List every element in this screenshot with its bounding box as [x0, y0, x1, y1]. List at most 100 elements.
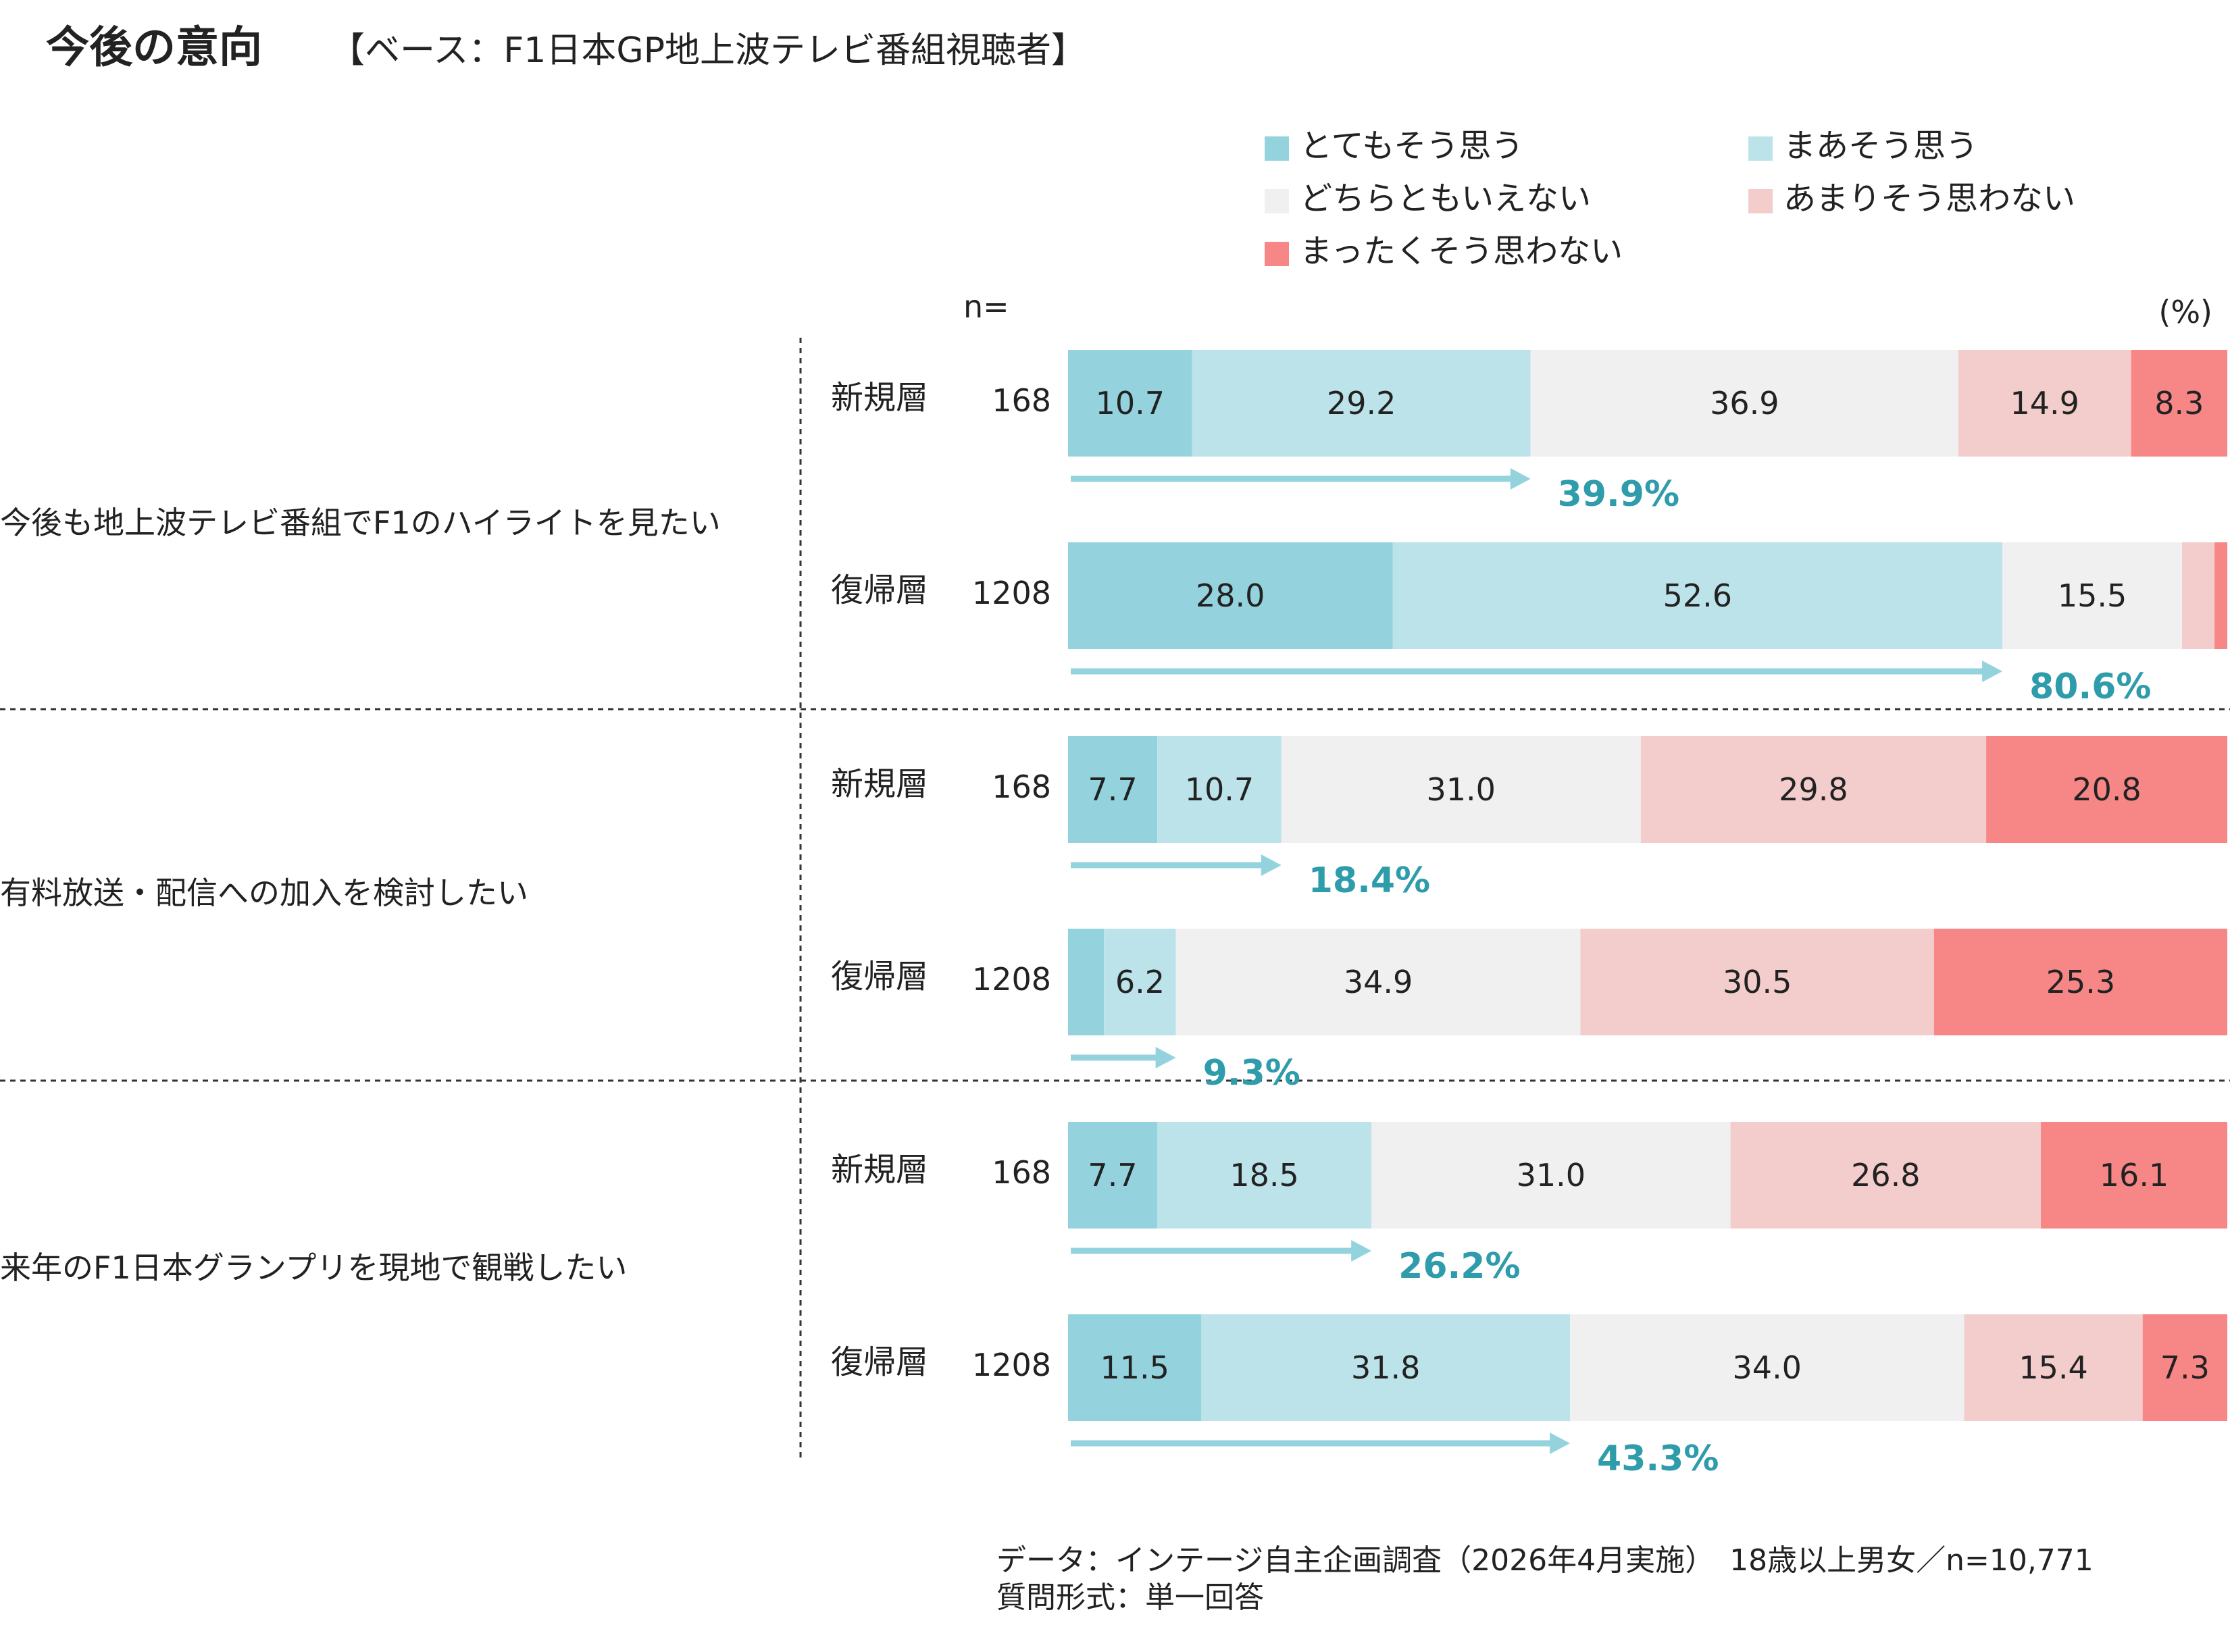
legend-swatch-somewhat-disagree	[1748, 189, 1773, 213]
data-label-neutral: 15.5	[2058, 577, 2127, 614]
segment-label: 復帰層	[831, 958, 928, 996]
data-label-neutral: 34.0	[1733, 1349, 1802, 1386]
bar-segment-strongly-agree	[1068, 1314, 1202, 1421]
chart-title: 今後の意向	[46, 23, 262, 73]
data-label-neutral: 31.0	[1517, 1157, 1586, 1193]
segment-label: 新規層	[831, 1151, 928, 1189]
data-label-somewhat-agree: 18.5	[1230, 1157, 1298, 1193]
legend-label-strongly-agree: とてもそう思う	[1300, 127, 1523, 165]
data-label-somewhat-agree: 10.7	[1185, 771, 1254, 808]
segment-label: 新規層	[831, 379, 928, 417]
data-label-somewhat-agree: 29.2	[1327, 385, 1396, 421]
cumulative-arrow-head	[1510, 468, 1531, 490]
bar-segment-somewhat-disagree	[1640, 736, 1987, 843]
cumulative-arrow-head	[1550, 1432, 1571, 1454]
bar-segment-neutral	[2002, 542, 2183, 649]
bar-segment-somewhat-disagree	[1964, 1314, 2143, 1421]
data-label-strongly-agree: 28.0	[1196, 577, 1265, 614]
data-label-somewhat-disagree: 30.5	[1723, 964, 1792, 1000]
legend-label-strongly-disagree: まったくそう思わない	[1300, 232, 1623, 270]
bars-layer: 新規層 168 10.7 29.2 36.9 14.9 8.3 39.9% 復帰層 1208 28.…	[831, 350, 2227, 1479]
bar-segment-neutral	[1175, 929, 1581, 1035]
data-label-somewhat-agree: 52.6	[1663, 577, 1732, 614]
footnote-line-2: 質問形式：単一回答	[996, 1580, 1264, 1615]
cumulative-top2-label: 9.3%	[1203, 1053, 1300, 1093]
group-label-paid-subscription: 有料放送・配信への加入を検討したい	[0, 875, 528, 911]
bar-segment-strongly-agree	[1068, 736, 1158, 843]
bar-segment-strongly-disagree	[1986, 736, 2227, 843]
cumulative-top2-label: 43.3%	[1597, 1439, 1719, 1479]
data-label-somewhat-disagree: 14.9	[2010, 385, 2079, 421]
data-label-strongly-disagree: 8.3	[2154, 385, 2204, 421]
legend-label-somewhat-agree: まあそう思う	[1783, 127, 1978, 165]
bar-segment-somewhat-agree	[1201, 1314, 1571, 1421]
n-header: n=	[963, 288, 1009, 325]
data-label-strongly-disagree: 25.3	[2046, 964, 2115, 1000]
cumulative-arrow-head	[1351, 1240, 1372, 1262]
data-label-strongly-disagree: 16.1	[2100, 1157, 2169, 1193]
bar-segment-strongly-disagree	[1933, 929, 2227, 1035]
bar-segment-somewhat-agree	[1157, 736, 1282, 843]
data-label-somewhat-disagree: 29.8	[1779, 771, 1848, 808]
bar-segment-somewhat-agree	[1192, 350, 1531, 457]
data-label-somewhat-agree: 6.2	[1115, 964, 1165, 1000]
data-label-strongly-disagree: 7.3	[2160, 1349, 2210, 1386]
data-label-strongly-disagree: 20.8	[2072, 771, 2141, 808]
bar-segment-strongly-agree	[1068, 1122, 1157, 1229]
bar-segment-somewhat-disagree	[1730, 1122, 2041, 1229]
data-label-somewhat-disagree: 15.4	[2019, 1349, 2087, 1386]
legend-swatch-somewhat-agree	[1748, 136, 1773, 161]
data-label-somewhat-disagree: 26.8	[1851, 1157, 1920, 1193]
cumulative-top2-label: 26.2%	[1398, 1246, 1520, 1287]
cumulative-arrow-head	[1982, 661, 2003, 682]
chart-subtitle: 【ベース：F1日本GP地上波テレビ番組視聴者】	[330, 30, 1086, 71]
bar-segment-somewhat-agree	[1104, 929, 1176, 1035]
legend-swatch-strongly-agree	[1265, 136, 1289, 161]
cumulative-arrow-head	[1261, 854, 1282, 876]
bar-segment-neutral	[1530, 350, 1958, 457]
cumulative-top2-label: 80.6%	[2029, 667, 2151, 707]
sample-size: 1208	[972, 1347, 1051, 1383]
data-label-neutral: 34.9	[1344, 964, 1413, 1000]
legend-swatch-strongly-disagree	[1265, 242, 1289, 266]
bar-segment-somewhat-disagree	[1958, 350, 2131, 457]
bar-segment-neutral	[1281, 736, 1641, 843]
cumulative-top2-label: 39.9%	[1558, 474, 1679, 515]
bar-segment-strongly-agree	[1068, 929, 1105, 1035]
data-label-strongly-agree: 11.5	[1100, 1349, 1169, 1386]
bar-segment-strongly-disagree	[2142, 1314, 2227, 1421]
sample-size: 168	[992, 769, 1051, 805]
legend: とてもそう思う まあそう思う どちらともいえない あまりそう思わない まったくそ…	[1265, 127, 2075, 270]
bar-segment-somewhat-disagree	[2182, 542, 2215, 649]
bar-segment-strongly-agree	[1068, 542, 1393, 649]
bar-segment-somewhat-disagree	[1580, 929, 1934, 1035]
data-label-strongly-agree: 7.7	[1088, 771, 1137, 808]
footnote-line-1: データ：インテージ自主企画調査（2026年4月実施） 18歳以上男女／n=10,…	[996, 1543, 2094, 1578]
cumulative-arrow-head	[1155, 1047, 1176, 1068]
bar-segment-strongly-disagree	[2041, 1122, 2227, 1229]
data-label-strongly-agree: 7.7	[1088, 1157, 1137, 1193]
bar-segment-somewhat-agree	[1392, 542, 2003, 649]
legend-label-neutral: どちらともいえない	[1300, 180, 1591, 217]
bar-segment-neutral	[1371, 1122, 1731, 1229]
group-label-highlight: 今後も地上波テレビ番組でF1のハイライトを見たい	[0, 505, 721, 541]
sample-size: 168	[992, 382, 1051, 419]
segment-label: 新規層	[831, 765, 928, 803]
sample-size: 1208	[972, 575, 1051, 611]
sample-size: 1208	[972, 961, 1051, 998]
segment-label: 復帰層	[831, 571, 928, 609]
segment-label: 復帰層	[831, 1343, 928, 1381]
legend-swatch-neutral	[1265, 189, 1289, 213]
unit-label: (%)	[2158, 294, 2212, 330]
group-label-attend-live: 来年のF1日本グランプリを現地で観戦したい	[0, 1249, 627, 1286]
bar-segment-strongly-agree	[1068, 350, 1192, 457]
sample-size: 168	[992, 1154, 1051, 1191]
bar-segment-strongly-disagree	[2214, 542, 2227, 649]
bar-segment-somewhat-agree	[1157, 1122, 1372, 1229]
data-label-strongly-agree: 10.7	[1096, 385, 1165, 421]
legend-label-somewhat-disagree: あまりそう思わない	[1783, 180, 2075, 217]
bar-segment-strongly-disagree	[2131, 350, 2227, 457]
cumulative-top2-label: 18.4%	[1309, 860, 1430, 901]
data-label-neutral: 36.9	[1710, 385, 1779, 421]
